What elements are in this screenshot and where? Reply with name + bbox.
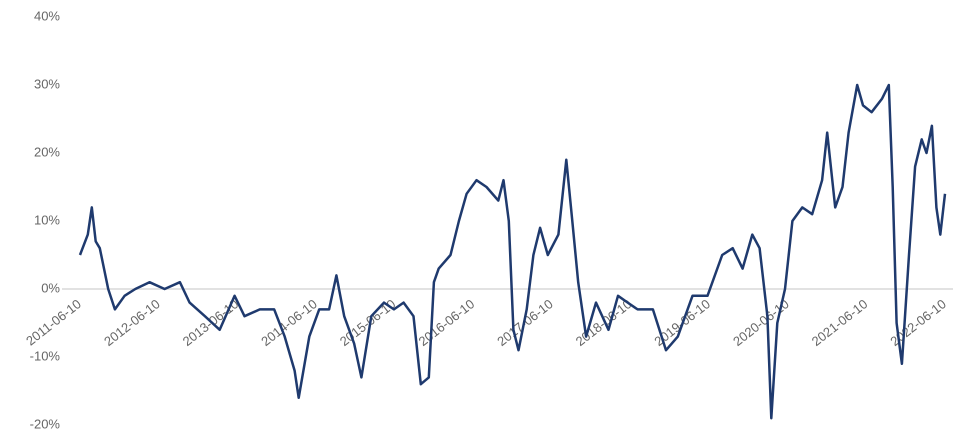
series-line (78, 83, 947, 420)
y-tick-label: 30% (34, 76, 60, 91)
y-tick-label: -20% (30, 416, 61, 431)
y-tick-label: 20% (34, 144, 60, 159)
y-tick-label: 10% (34, 212, 60, 227)
x-tick-label: 2014-06-10 (258, 296, 320, 349)
y-tick-label: 40% (34, 8, 60, 23)
x-tick-label: 2021-06-10 (809, 296, 871, 349)
y-tick-label: 0% (41, 280, 60, 295)
x-tick-label: 2011-06-10 (23, 296, 84, 348)
y-tick-label: -10% (30, 348, 61, 363)
x-tick-label: 2016-06-10 (416, 296, 478, 349)
x-tick-label: 2012-06-10 (101, 296, 163, 349)
